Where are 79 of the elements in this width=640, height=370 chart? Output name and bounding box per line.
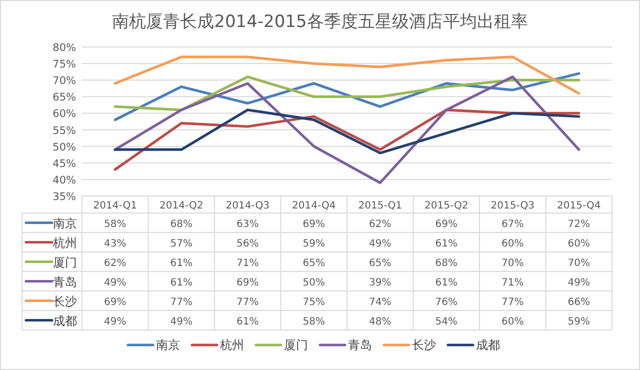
y-tick-label: 65% (52, 92, 76, 104)
data-label: 49% (568, 277, 590, 288)
text: 青岛 (348, 338, 372, 352)
data-label: 69% (302, 218, 325, 230)
data-label: 63% (236, 218, 259, 230)
y-tick-label: 35% (52, 191, 76, 203)
y-tick-label: 55% (52, 124, 76, 137)
data-label: 69% (236, 277, 259, 288)
data-label: 39% (369, 277, 392, 288)
data-label: 57% (170, 238, 192, 250)
data-label: 62% (104, 258, 126, 269)
data-label: 62% (369, 218, 392, 230)
data-label: 60% (502, 316, 524, 328)
legend-label: 厦门 (53, 255, 77, 270)
data-label: 67% (502, 218, 524, 230)
y-tick-label: 40% (52, 174, 76, 186)
data-label: 58% (302, 316, 325, 328)
y-tick-label: 45% (52, 158, 76, 170)
x-tick-label: 2014-Q1 (93, 200, 137, 212)
data-label: 77% (502, 296, 524, 308)
data-label: 43% (104, 238, 126, 250)
data-label: 70% (568, 258, 590, 269)
data-label: 59% (568, 316, 590, 328)
data-label: 54% (435, 316, 458, 328)
data-label: 77% (170, 296, 192, 308)
text: 成都 (476, 338, 500, 352)
data-label: 68% (435, 258, 458, 269)
title: 南杭厦青长成2014-2015各季度五星级酒店平均出租率 (112, 12, 528, 32)
data-label: 61% (170, 258, 192, 269)
data-label: 60% (502, 238, 524, 250)
x-tick-label: 2015-Q2 (424, 200, 468, 212)
data-label: 75% (302, 296, 325, 308)
data-label: 49% (170, 316, 192, 328)
data-label: 58% (104, 218, 126, 230)
data-label: 76% (435, 296, 458, 308)
data-label: 49% (104, 316, 126, 328)
x-tick-label: 2014-Q3 (226, 200, 270, 212)
x-tick-label: 2015-Q4 (557, 200, 601, 212)
data-label: 65% (369, 258, 392, 269)
data-label: 70% (502, 258, 524, 269)
legend-label: 长沙 (53, 294, 77, 308)
text: 南京 (156, 338, 180, 352)
data-label: 60% (568, 238, 590, 250)
x-tick-label: 2014-Q2 (160, 200, 204, 212)
data-label: 50% (302, 277, 325, 288)
data-label: 65% (302, 258, 325, 269)
data-label: 49% (369, 238, 392, 250)
data-label: 77% (236, 296, 259, 308)
legend-label: 南京 (53, 216, 77, 230)
data-label: 49% (104, 277, 126, 288)
legend-label: 杭州 (52, 236, 77, 250)
data-label: 72% (568, 218, 590, 230)
x-tick-label: 2015-Q3 (490, 200, 534, 212)
data-label: 61% (435, 277, 458, 288)
y-tick-label: 60% (52, 108, 76, 120)
data-label: 68% (170, 218, 192, 230)
data-label: 66% (568, 296, 590, 308)
y-tick-label: 70% (52, 75, 76, 88)
data-label: 69% (435, 218, 458, 230)
data-label: 61% (435, 238, 458, 250)
x-tick-label: 2015-Q1 (358, 200, 402, 212)
data-label: 71% (502, 277, 524, 288)
data-label: 69% (104, 296, 126, 308)
legend-label: 成都 (53, 314, 77, 328)
data-label: 74% (369, 296, 392, 308)
y-tick-label: 75% (52, 58, 76, 71)
legend-label: 青岛 (53, 274, 77, 289)
y-tick-label: 80% (52, 42, 76, 54)
data-label: 71% (236, 258, 259, 269)
data-label: 48% (369, 316, 392, 328)
x-tick-label: 2014-Q4 (292, 200, 336, 212)
data-label: 59% (302, 238, 325, 250)
text: 厦门 (284, 338, 308, 352)
text: 杭州 (220, 338, 244, 352)
data-label: 56% (236, 238, 259, 250)
y-tick-label: 50% (52, 141, 76, 154)
data-label: 61% (236, 316, 259, 328)
data-label: 61% (170, 277, 192, 288)
text: 长沙 (412, 338, 436, 352)
